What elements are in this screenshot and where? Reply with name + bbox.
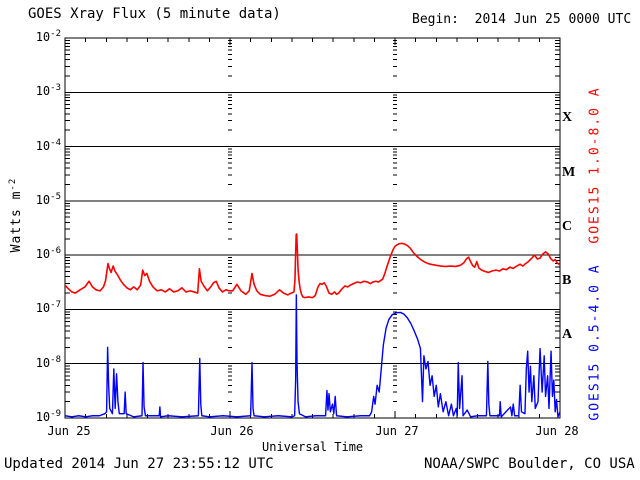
y-tick-label: 10-4 [35, 138, 61, 153]
source-attribution: NOAA/SWPC Boulder, CO USA [424, 456, 635, 472]
series-long-band [65, 233, 560, 299]
flare-class-label-x: X [562, 110, 573, 125]
series-label-short-band: GOES15 0.5-4.0 A [587, 263, 603, 421]
y-tick-label: 10-5 [35, 192, 61, 207]
chart-title: GOES Xray Flux (5 minute data) [28, 6, 281, 22]
y-tick-label: 10-6 [35, 246, 61, 261]
x-tick-label: Jun 27 [375, 424, 419, 438]
x-tick-label: Jun 26 [210, 424, 254, 438]
y-tick-label: 10-8 [35, 355, 61, 370]
flare-class-label-c: C [562, 219, 573, 234]
series-short-band [65, 294, 560, 418]
begin-time-label: Begin: 2014 Jun 25 0000 UTC [412, 12, 632, 27]
series-label-long-band: GOES15 1.0-8.0 A [587, 86, 603, 244]
y-tick-label: 10-7 [35, 300, 61, 315]
flare-class-label-b: B [562, 273, 572, 288]
y-tick-label: 10-2 [35, 29, 61, 44]
y-tick-label: 10-9 [35, 409, 61, 424]
y-axis-title: Watts m-2 [7, 177, 25, 253]
y-tick-label: 10-3 [35, 83, 61, 98]
x-tick-label: Jun 25 [47, 424, 91, 438]
updated-timestamp: Updated 2014 Jun 27 23:55:12 UTC [4, 456, 274, 472]
flare-class-label-m: M [562, 165, 576, 180]
x-axis-title: Universal Time [262, 440, 364, 454]
x-tick-label: Jun 28 [535, 424, 579, 438]
flare-class-label-a: A [562, 327, 573, 342]
